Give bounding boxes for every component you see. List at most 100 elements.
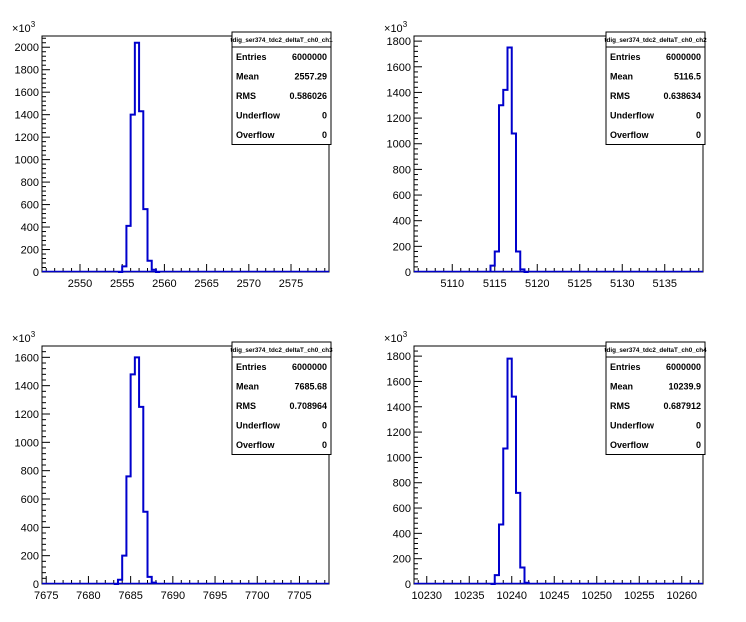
x-tick-label: 7675: [34, 590, 58, 602]
stats-value: 10239.9: [668, 382, 701, 392]
stats-label: Underflow: [610, 111, 655, 121]
exponent-power: 3: [403, 330, 408, 339]
stats-label: Underflow: [236, 111, 281, 121]
y-tick-label: 1400: [387, 402, 411, 414]
y-tick-label: 1000: [15, 155, 39, 167]
stats-value: 2557.29: [294, 72, 327, 82]
y-tick-label: 1800: [15, 65, 39, 77]
x-tick-label: 5120: [525, 278, 549, 290]
y-tick-label: 1800: [387, 36, 411, 48]
y-tick-label: 1200: [15, 409, 39, 421]
y-tick-label: 400: [393, 216, 411, 228]
stats-box: [605, 31, 706, 145]
stats-label: RMS: [610, 91, 630, 101]
y-tick-label: 1400: [15, 381, 39, 393]
y-tick-label: 1600: [15, 352, 39, 364]
y-tick-label: 1200: [387, 113, 411, 125]
stats-value: 6000000: [292, 52, 327, 62]
stats-value: 0.586026: [289, 91, 327, 101]
stats-value: 0.638634: [663, 91, 701, 101]
stats-value: 0.687912: [663, 401, 701, 411]
stats-value: 0: [322, 130, 327, 140]
x-tick-label: 10250: [581, 590, 612, 602]
x-tick-label: 2575: [279, 278, 303, 290]
x-tick-label: 7685: [118, 590, 142, 602]
stats-box: [605, 341, 706, 455]
x-tick-label: 5110: [440, 278, 464, 290]
y-tick-label: 1200: [15, 132, 39, 144]
stats-value: 0: [322, 440, 327, 450]
stats-value: 0: [322, 421, 327, 431]
x-tick-label: 5135: [653, 278, 677, 290]
x-tick-label: 10255: [624, 590, 655, 602]
histogram-outline: [490, 357, 530, 585]
stats-value: 6000000: [666, 362, 701, 372]
exponent-prefix: ×: [12, 333, 18, 345]
stats-label: Mean: [236, 72, 259, 82]
y-exponent-label: ×103: [12, 20, 36, 35]
y-tick-label: 800: [21, 466, 39, 478]
stats-label: Entries: [236, 362, 267, 372]
stats-label: Overflow: [610, 440, 650, 450]
stats-label: Underflow: [610, 421, 655, 431]
stats-value: 0: [322, 111, 327, 121]
stats-label: Mean: [610, 382, 633, 392]
y-tick-label: 800: [393, 164, 411, 176]
exponent-base: 10: [18, 23, 30, 35]
exponent-prefix: ×: [384, 23, 390, 35]
exponent-base: 10: [18, 333, 30, 345]
x-tick-label: 2550: [68, 278, 92, 290]
stats-label: Mean: [236, 382, 259, 392]
x-tick-label: 7680: [76, 590, 100, 602]
exponent-power: 3: [403, 20, 408, 29]
y-tick-label: 600: [21, 200, 39, 212]
y-tick-label: 200: [21, 245, 39, 257]
y-tick-label: 400: [393, 528, 411, 540]
x-tick-label: 10260: [666, 590, 697, 602]
exponent-base: 10: [390, 333, 402, 345]
stats-value: 0: [696, 130, 701, 140]
y-tick-label: 1200: [387, 427, 411, 439]
y-tick-label: 200: [393, 241, 411, 253]
y-tick-label: 0: [33, 579, 39, 591]
y-tick-label: 600: [21, 494, 39, 506]
stats-box-title: tdig_ser374_tdc2_deltaT_ch0_ch2: [604, 37, 707, 44]
stats-label: Overflow: [610, 130, 650, 140]
histogram-bin: [503, 90, 507, 272]
x-tick-label: 5125: [568, 278, 592, 290]
x-tick-label: 7690: [161, 590, 185, 602]
stats-box-title: tdig_ser374_tdc2_deltaT_ch0_ch3: [230, 347, 333, 354]
x-tick-label: 7695: [203, 590, 227, 602]
y-tick-label: 1800: [387, 351, 411, 363]
histogram-panel-1: 0200400600800100012001400160018002000255…: [12, 20, 333, 290]
x-tick-label: 7700: [245, 590, 269, 602]
y-tick-label: 600: [393, 190, 411, 202]
stats-label: RMS: [236, 401, 256, 411]
y-tick-label: 1000: [387, 139, 411, 151]
y-tick-label: 1400: [15, 110, 39, 122]
stats-value: 6000000: [292, 362, 327, 372]
x-tick-label: 7705: [287, 590, 311, 602]
stats-value: 0: [696, 111, 701, 121]
y-exponent-label: ×103: [384, 330, 408, 345]
stats-label: Overflow: [236, 130, 276, 140]
stats-label: Overflow: [236, 440, 276, 450]
stats-label: RMS: [610, 401, 630, 411]
exponent-base: 10: [390, 23, 402, 35]
y-tick-label: 800: [393, 478, 411, 490]
exponent-power: 3: [31, 20, 36, 29]
stats-value: 6000000: [666, 52, 701, 62]
stats-value: 0: [696, 421, 701, 431]
y-tick-label: 1400: [387, 87, 411, 99]
y-tick-label: 1600: [15, 87, 39, 99]
x-tick-label: 5115: [483, 278, 507, 290]
stats-label: RMS: [236, 91, 256, 101]
y-tick-label: 400: [21, 222, 39, 234]
x-tick-label: 10245: [539, 590, 570, 602]
histogram-outline: [113, 356, 157, 585]
y-tick-label: 0: [33, 267, 39, 279]
stats-box: [231, 341, 332, 455]
